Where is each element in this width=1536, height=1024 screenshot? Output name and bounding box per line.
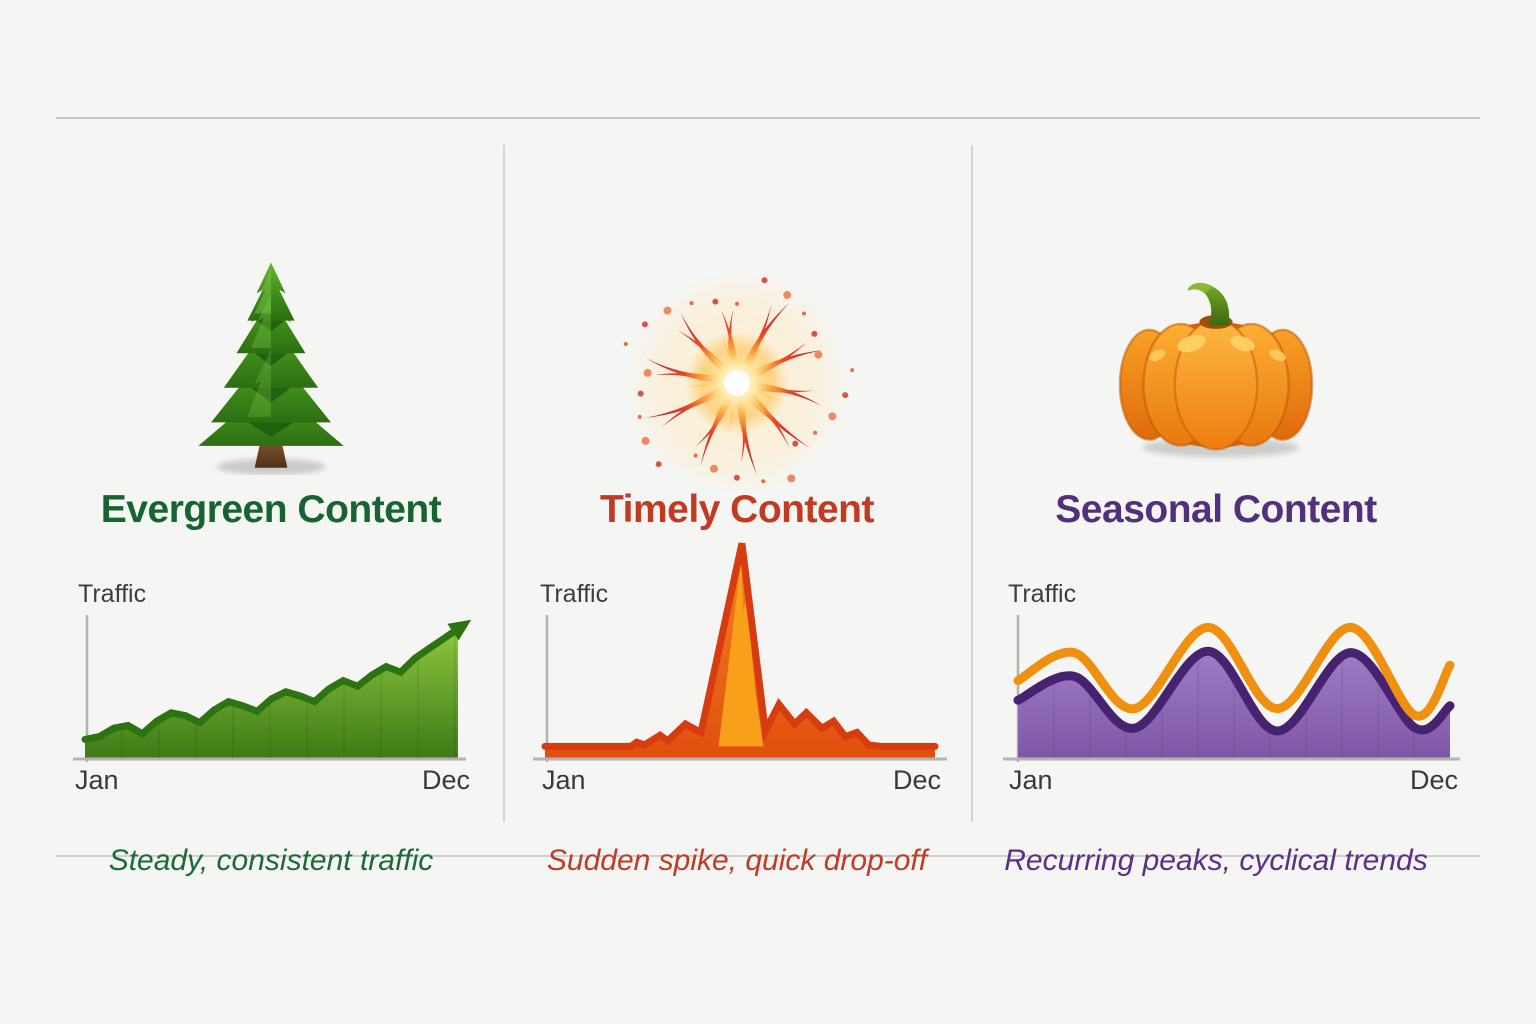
panel-caption-evergreen: Steady, consistent traffic [108,844,434,877]
panel-timely: Timely Content Traffic Jan Dec Sudden sp… [503,117,971,877]
x-tick-jan: Jan [542,765,586,795]
evergreen-traffic-area [85,628,458,759]
panel-caption-seasonal: Recurring peaks, cyclical trends [1004,844,1428,877]
seasonal-wave-purple-line [1013,646,1455,736]
evergreen-traffic-line [81,625,462,743]
x-tick-dec: Dec [1409,765,1458,795]
panel-caption-timely: Sudden spike, quick drop-off [546,844,928,877]
seasonal-wave-purple-area [1018,651,1450,759]
panel-evergreen: Evergreen Content Traffic Jan Dec Steady… [56,117,486,877]
seasonal-traffic-chart [1003,615,1460,762]
panel-seasonal: Seasonal Content Traffic Jan Dec Recurri… [971,117,1461,877]
timely-traffic-chart [533,542,947,762]
top-rule [56,117,1480,119]
pumpkin-icon [1101,273,1331,474]
bottom-rule [56,855,1480,857]
x-tick-jan: Jan [75,765,119,795]
panel-divider-2 [971,145,973,822]
y-axis-label-traffic: Traffic [1008,580,1077,608]
panel-title-evergreen: Evergreen Content [100,488,442,531]
panel-divider-1 [503,145,505,822]
y-axis-label-traffic: Traffic [78,580,147,608]
timely-traffic-inner-glow [718,558,764,747]
fireworks-icon [617,267,857,512]
seasonal-wave-orange-line [1013,622,1455,721]
panel-title-timely: Timely Content [600,488,874,531]
panel-title-seasonal: Seasonal Content [1055,488,1377,531]
x-tick-dec: Dec [421,765,470,795]
evergreen-traffic-chart [73,615,472,762]
pine-tree-icon [171,257,371,480]
evergreen-traffic-arrowhead [447,619,472,641]
y-axis-label-traffic: Traffic [540,580,609,608]
x-tick-dec: Dec [892,765,941,795]
x-tick-jan: Jan [1009,765,1053,795]
timely-traffic-line [541,542,939,750]
